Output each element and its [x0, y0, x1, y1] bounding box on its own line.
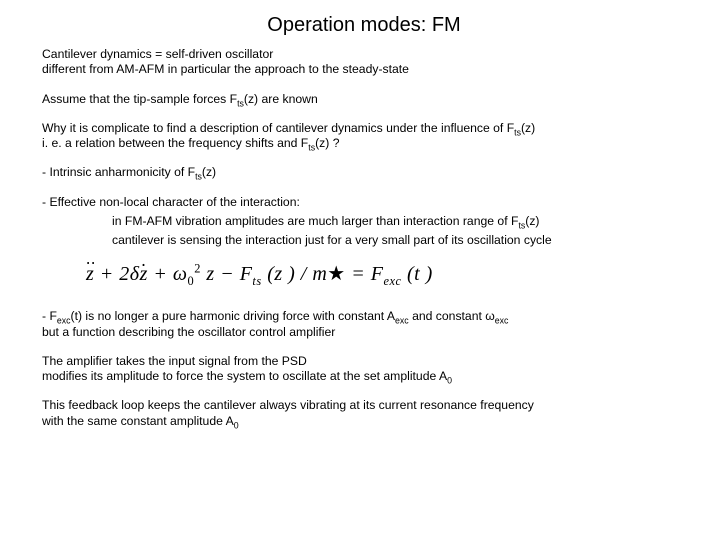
subscript: exc	[395, 316, 409, 326]
paragraph-why: Why it is complicate to find a descripti…	[42, 121, 686, 152]
eq-term: = F	[346, 263, 384, 285]
slide-body: Cantilever dynamics = self-driven oscill…	[42, 47, 686, 429]
text: (z)	[525, 214, 539, 228]
text: cantilever is sensing the interaction ju…	[112, 233, 552, 247]
eq-term: (z ) / m	[262, 263, 328, 285]
eq-term-zddot: z	[86, 262, 94, 287]
eq-term: δ	[130, 263, 140, 285]
text: in FM-AFM vibration amplitudes are much …	[112, 214, 518, 228]
text: modifies its amplitude to force the syst…	[42, 369, 447, 383]
paragraph-fexc: - Fexc(t) is no longer a pure harmonic d…	[42, 309, 686, 340]
subscript: exc	[495, 316, 509, 326]
text: different from AM-AFM in particular the …	[42, 62, 409, 76]
text: (z)	[521, 121, 535, 135]
eq-sub: exc	[383, 274, 401, 288]
text: i. e. a relation between the frequency s…	[42, 136, 308, 150]
text: and constant ω	[409, 309, 495, 323]
text: Assume that the tip-sample forces F	[42, 92, 237, 106]
paragraph-amplifier: The amplifier takes the input signal fro…	[42, 354, 686, 385]
eq-term: (t )	[401, 263, 432, 285]
text: - Intrinsic anharmonicity of F	[42, 165, 195, 179]
subscript: ts	[237, 98, 244, 108]
eq-sub: 0	[188, 274, 195, 288]
text: with the same constant amplitude A	[42, 414, 234, 428]
paragraph-feedback: This feedback loop keeps the cantilever …	[42, 398, 686, 429]
slide: Operation modes: FM Cantilever dynamics …	[0, 0, 720, 540]
equation-of-motion: z + 2δz + ω02 z − Fts (z ) / m★ = Fexc (…	[86, 262, 686, 287]
text: (z) are known	[244, 92, 318, 106]
eq-term: z − F	[201, 263, 253, 285]
eq-star: ★	[327, 263, 345, 285]
eq-term: + ω	[148, 263, 188, 285]
text: Cantilever dynamics = self-driven oscill…	[42, 47, 273, 61]
equation: z + 2δz + ω02 z − Fts (z ) / m★ = Fexc (…	[86, 263, 433, 285]
eq-sup: 2	[194, 262, 201, 276]
bullet-anharmonicity: - Intrinsic anharmonicity of Fts(z)	[42, 165, 686, 180]
subscript: ts	[195, 172, 202, 182]
bullet-nonlocal: - Effective non-local character of the i…	[42, 195, 686, 249]
text: - Effective non-local character of the i…	[42, 195, 300, 209]
text: but a function describing the oscillator…	[42, 325, 335, 339]
text: This feedback loop keeps the cantilever …	[42, 398, 534, 412]
text: (z)	[202, 165, 216, 179]
subscript: 0	[447, 375, 452, 385]
paragraph-intro: Cantilever dynamics = self-driven oscill…	[42, 47, 686, 78]
text: Why it is complicate to find a descripti…	[42, 121, 514, 135]
text: The amplifier takes the input signal fro…	[42, 354, 307, 368]
subscript: 0	[234, 420, 239, 430]
text: (z) ?	[315, 136, 339, 150]
text: - F	[42, 309, 57, 323]
eq-term-zdot: z	[140, 262, 148, 287]
paragraph-assume: Assume that the tip-sample forces Fts(z)…	[42, 92, 686, 107]
eq-sub: ts	[252, 274, 261, 288]
subscript: ts	[514, 127, 521, 137]
slide-title: Operation modes: FM	[42, 14, 686, 37]
eq-term: + 2	[94, 263, 130, 285]
text: (t) is no longer a pure harmonic driving…	[71, 309, 395, 323]
